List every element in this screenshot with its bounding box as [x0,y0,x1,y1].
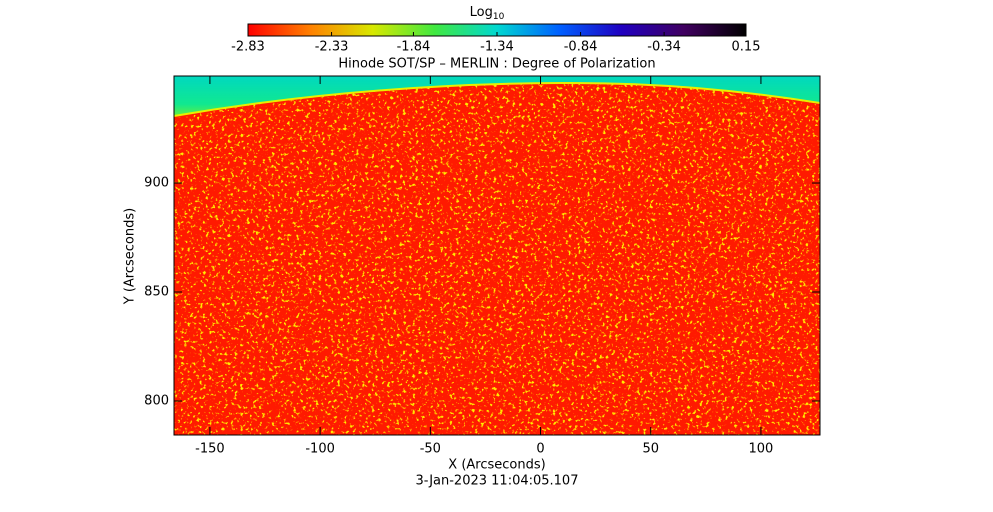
colorbar-tick-label: -1.34 [480,40,514,55]
colorbar-tick-label: -2.33 [315,40,349,55]
y-tick-label: 850 [144,285,169,300]
colorbar-tick-label: -1.84 [397,40,431,55]
chart-title: Hinode SOT/SP – MERLIN : Degree of Polar… [338,57,655,72]
limb-region [174,76,820,116]
x-tick-label: 50 [642,442,659,457]
colorbar-tick-label: 0.15 [732,40,761,55]
colorbar-label-text: Log [470,5,493,20]
plot-frame [173,75,821,436]
colorbar-tick-label: -2.83 [231,40,265,55]
footer: 3-Jan-2023 11:04:05.107 [416,474,579,489]
y-tick-label: 900 [144,176,169,191]
image [174,76,820,435]
colorbar-label: Log10 [470,5,505,22]
x-tick-label: -150 [195,442,225,457]
y-axis-label: Y (Arcseconds) [123,208,138,305]
image-texture [174,76,820,435]
x-tick-label: -100 [305,442,335,457]
x-tick-label: -50 [420,442,441,457]
colorbar-tick-label: -0.84 [564,40,598,55]
x-tick-label: 100 [749,442,774,457]
colorbar-tick-label: -0.34 [647,40,681,55]
limb-edge [174,81,820,117]
x-tick-label: 0 [536,442,544,457]
colorbar-label-sub: 10 [493,12,505,22]
y-tick-label: 800 [144,393,169,408]
x-axis-label: X (Arcseconds) [448,458,545,473]
